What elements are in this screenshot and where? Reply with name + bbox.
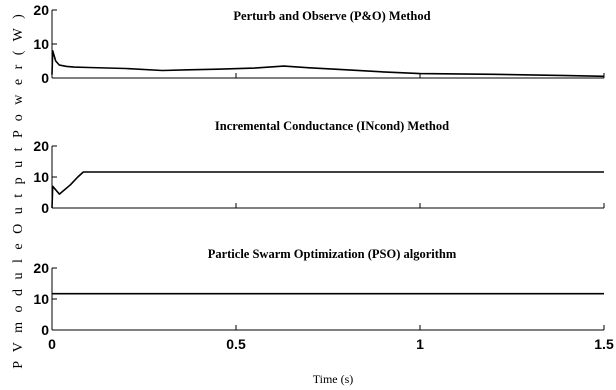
x-tick-label: 0 <box>48 336 56 352</box>
subplot-3: Particle Swarm Optimization (PSO) algori… <box>33 247 605 338</box>
subplot-title: Particle Swarm Optimization (PSO) algori… <box>208 247 457 261</box>
subplot-title: Incremental Conductance (INcond) Method <box>215 119 449 133</box>
x-tick-label: 1 <box>416 336 424 352</box>
y-tick-label: 0 <box>41 322 49 338</box>
y-tick-label: 10 <box>33 291 49 307</box>
x-axis-label: Time (s) <box>313 372 354 386</box>
subplot-2: Incremental Conductance (INcond) Method 0… <box>33 119 605 216</box>
series-line <box>51 50 605 78</box>
x-tick-label: 0.5 <box>226 336 246 352</box>
y-tick-label: 10 <box>33 36 49 52</box>
y-axis-label: P V m o d u l e O u t p u t P o w e r ( … <box>11 11 26 369</box>
subplot-1: Perturb and Observe (P&O) Method 0 10 20 <box>33 2 605 86</box>
x-tick-label: 1.5 <box>594 336 614 352</box>
y-tick-label: 0 <box>41 200 49 216</box>
y-tick-label: 20 <box>33 260 49 276</box>
y-tick-label: 20 <box>33 2 49 18</box>
y-tick-label: 10 <box>33 169 49 185</box>
subplot-panels: Perturb and Observe (P&O) Method01020Inc… <box>33 2 614 352</box>
y-tick-label: 20 <box>33 138 49 154</box>
y-tick-label: 0 <box>41 70 49 86</box>
subplot-title: Perturb and Observe (P&O) Method <box>233 9 430 23</box>
series-line <box>51 171 604 209</box>
